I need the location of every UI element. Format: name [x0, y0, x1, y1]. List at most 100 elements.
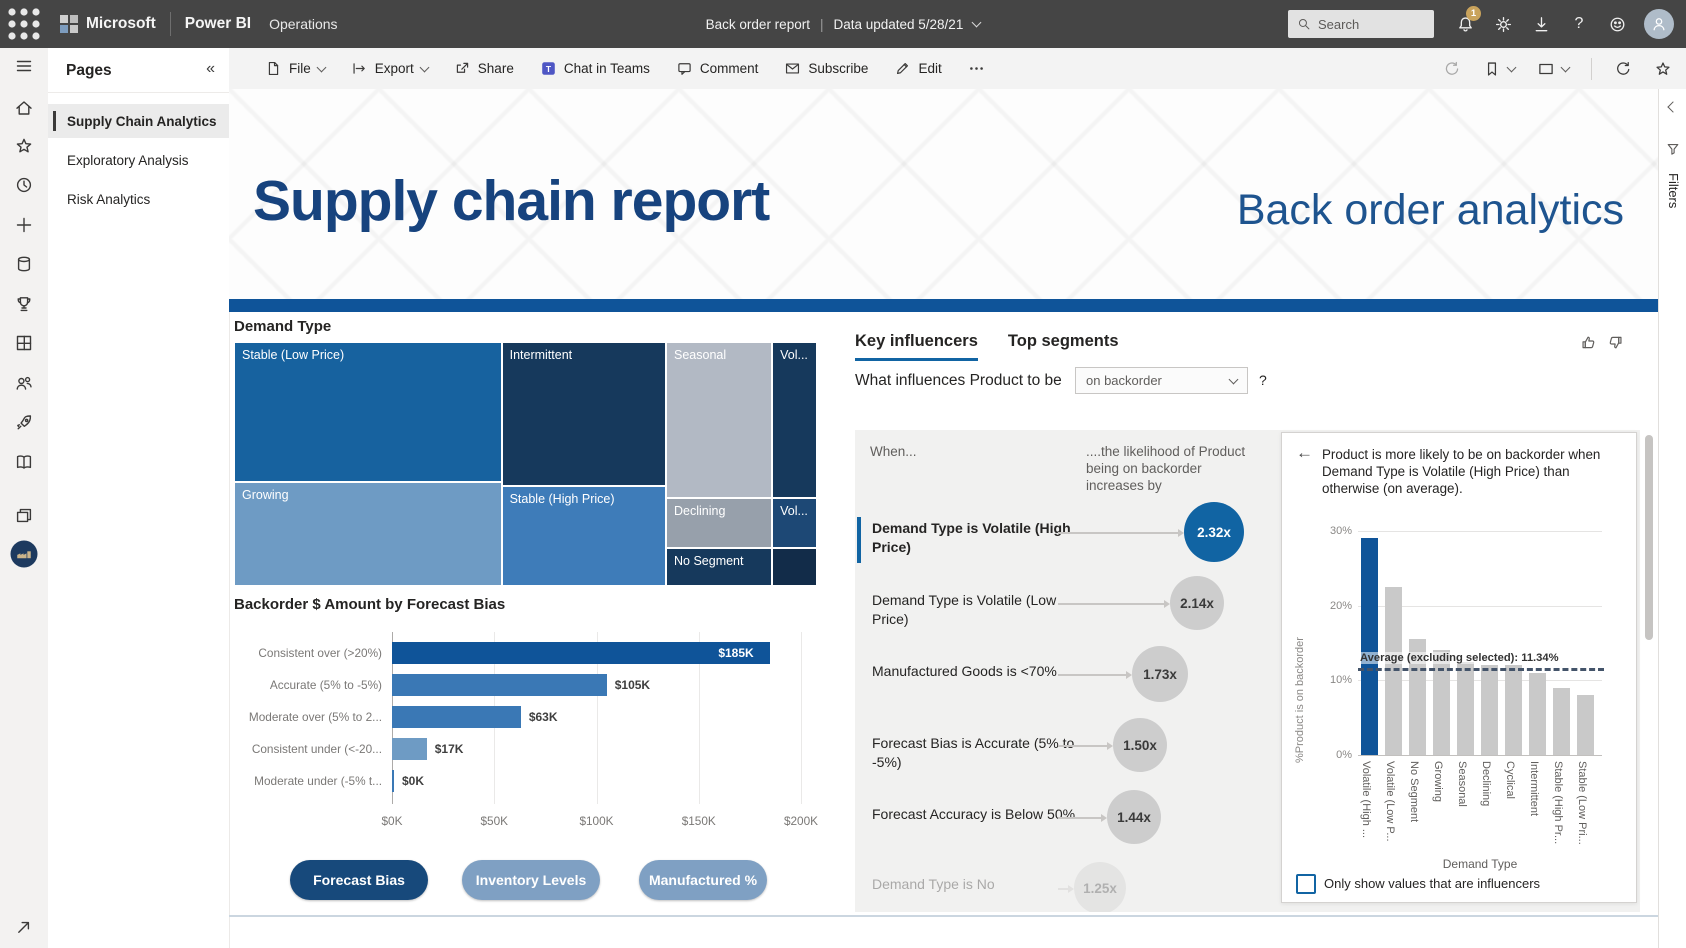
dropdown-chevron-icon: [1228, 374, 1239, 384]
influencers-scrollbar-track[interactable]: [1645, 435, 1653, 903]
thumb-up-icon[interactable]: [1580, 334, 1597, 351]
toolbar-item-comment[interactable]: Comment: [676, 60, 758, 77]
back-arrow-icon[interactable]: ←: [1296, 443, 1313, 462]
rail-people-icon[interactable]: [14, 373, 34, 393]
toolbar-item-file[interactable]: File: [265, 60, 327, 77]
rail-book-icon[interactable]: [14, 452, 34, 472]
gear-icon: [1494, 15, 1513, 34]
pages-item-risk-analytics[interactable]: Risk Analytics: [48, 182, 229, 216]
tab-key-influencers[interactable]: Key influencers: [855, 332, 978, 361]
feedback-button[interactable]: [1600, 0, 1634, 48]
button-inventory-levels[interactable]: Inventory Levels: [462, 860, 600, 900]
thumb-down-icon[interactable]: [1607, 334, 1624, 351]
toolbar-item-share[interactable]: Share: [454, 60, 514, 77]
notifications-button[interactable]: 1: [1448, 0, 1482, 48]
pages-panel-title: Pages: [66, 62, 112, 79]
filter-funnel-icon[interactable]: [1665, 141, 1681, 157]
treemap-tile-no-segment[interactable]: No Segment: [666, 548, 773, 586]
pages-collapse-button[interactable]: «: [206, 60, 215, 77]
treemap-tile-vol[interactable]: Vol...: [772, 342, 817, 498]
product-name: Power BI: [184, 15, 252, 32]
chevron-down-icon: [1506, 62, 1517, 72]
influence-bubble[interactable]: 1.50x: [1113, 718, 1167, 772]
rail-clock-icon[interactable]: [14, 175, 34, 195]
toolbar-item-subscribe[interactable]: Subscribe: [784, 60, 868, 77]
help-button[interactable]: ?: [1574, 15, 1584, 32]
rail-layers-icon[interactable]: [14, 506, 34, 526]
rail-menu-icon[interactable]: [14, 56, 34, 76]
column-bar-intermittent[interactable]: [1529, 672, 1546, 755]
column-bar-declining[interactable]: [1481, 665, 1498, 755]
download-button[interactable]: [1524, 0, 1558, 48]
rail-plus-icon[interactable]: [14, 215, 34, 235]
rail-external-icon[interactable]: [14, 917, 34, 937]
influencer-text[interactable]: Demand Type is Volatile (High Price): [872, 520, 1071, 555]
treemap-tile-stable-low-price[interactable]: Stable (Low Price): [234, 342, 502, 483]
column-bar-volatile-high[interactable]: [1361, 538, 1378, 755]
user-avatar[interactable]: [1644, 9, 1674, 39]
rail-star-icon[interactable]: [14, 136, 34, 156]
rail-rocket-icon[interactable]: [14, 413, 34, 433]
bar-accurate-5-to-5[interactable]: [392, 674, 607, 696]
pages-item-exploratory-analysis[interactable]: Exploratory Analysis: [48, 143, 229, 177]
influencer-text[interactable]: Demand Type is No: [872, 876, 995, 892]
column-bar-seasonal[interactable]: [1457, 661, 1474, 755]
treemap-tile-vol[interactable]: Vol...: [772, 497, 817, 549]
button-forecast-bias[interactable]: Forecast Bias: [290, 860, 428, 900]
influence-bubble[interactable]: 1.73x: [1132, 646, 1188, 702]
influencer-text[interactable]: Demand Type is Volatile (Low Price): [872, 592, 1057, 627]
influencer-text[interactable]: Manufactured Goods is <70%: [872, 663, 1057, 679]
influencers-scrollbar-thumb[interactable]: [1645, 435, 1653, 640]
column-bar-no-segment[interactable]: [1409, 639, 1426, 755]
report-title: Back order report: [705, 16, 810, 32]
settings-button[interactable]: [1486, 0, 1520, 48]
toolbar-item-more[interactable]: [968, 60, 985, 77]
toolbar-star-button[interactable]: [1654, 60, 1672, 78]
toolbar-refresh-button[interactable]: [1614, 60, 1632, 78]
treemap-tile-seasonal[interactable]: Seasonal: [666, 342, 773, 498]
bar-moderate-under-5-t[interactable]: [392, 770, 394, 792]
toolbar-reset-button[interactable]: [1443, 60, 1461, 78]
rail-trophy-icon[interactable]: [14, 294, 34, 314]
bar-moderate-over-5-to-2[interactable]: [392, 706, 521, 728]
treemap-tile-growing[interactable]: Growing: [234, 482, 502, 586]
pages-item-supply-chain-analytics[interactable]: Supply Chain Analytics: [48, 104, 229, 138]
treemap-tile-stable-high-price[interactable]: Stable (High Price): [501, 486, 666, 586]
rail-home-icon[interactable]: [14, 98, 34, 118]
data-updated-chevron-icon[interactable]: [971, 17, 982, 28]
bar-consistent-over-20[interactable]: [392, 642, 771, 664]
x-tick-label: $200K: [783, 814, 819, 828]
influence-bubble[interactable]: 2.14x: [1170, 576, 1224, 630]
search-input[interactable]: Search: [1288, 10, 1434, 38]
filters-expand-chevron-icon[interactable]: [1667, 101, 1679, 113]
rail-grid-icon[interactable]: [14, 333, 34, 353]
influencer-help-button[interactable]: ?: [1259, 372, 1267, 388]
rail-database-icon[interactable]: [14, 254, 34, 274]
influencer-text[interactable]: Forecast Bias is Accurate (5% to -5%): [872, 735, 1075, 770]
rail-workspace-icon[interactable]: [9, 539, 39, 569]
waffle-menu-icon[interactable]: [0, 0, 48, 48]
treemap-tile-small[interactable]: [772, 548, 817, 586]
influence-bubble[interactable]: 1.44x: [1107, 790, 1161, 844]
tab-top-segments[interactable]: Top segments: [1007, 332, 1119, 350]
toolbar-item-chat-in-teams[interactable]: T Chat in Teams: [540, 60, 650, 77]
influence-target-dropdown[interactable]: on backorder: [1075, 367, 1248, 394]
column-bar-stable-low-pri[interactable]: [1577, 695, 1594, 755]
influence-bubble[interactable]: 2.32x: [1184, 502, 1244, 562]
influencer-text[interactable]: Forecast Accuracy is Below 50%: [872, 806, 1076, 822]
treemap-tile-declining[interactable]: Declining: [666, 497, 773, 549]
toolbar-bookmark-button[interactable]: [1483, 60, 1517, 78]
toolbar-view-button[interactable]: [1537, 60, 1571, 78]
toolbar-item-export[interactable]: Export: [351, 60, 430, 77]
influence-bubble[interactable]: 1.25x: [1074, 862, 1126, 912]
column-bar-cyclical[interactable]: [1505, 665, 1522, 755]
toolbar-item-edit[interactable]: Edit: [894, 60, 942, 77]
bar-consistent-under-20[interactable]: [392, 738, 427, 760]
column-bar-growing[interactable]: [1433, 650, 1450, 755]
feedback-thumbs: [1580, 334, 1624, 351]
treemap-tile-intermittent[interactable]: Intermittent: [501, 342, 666, 487]
treemap-tile-label: Stable (Low Price): [242, 348, 345, 362]
only-influencers-checkbox[interactable]: [1296, 874, 1316, 894]
button-manufactured[interactable]: Manufactured %: [639, 860, 767, 900]
column-bar-stable-high-pr[interactable]: [1553, 687, 1570, 755]
